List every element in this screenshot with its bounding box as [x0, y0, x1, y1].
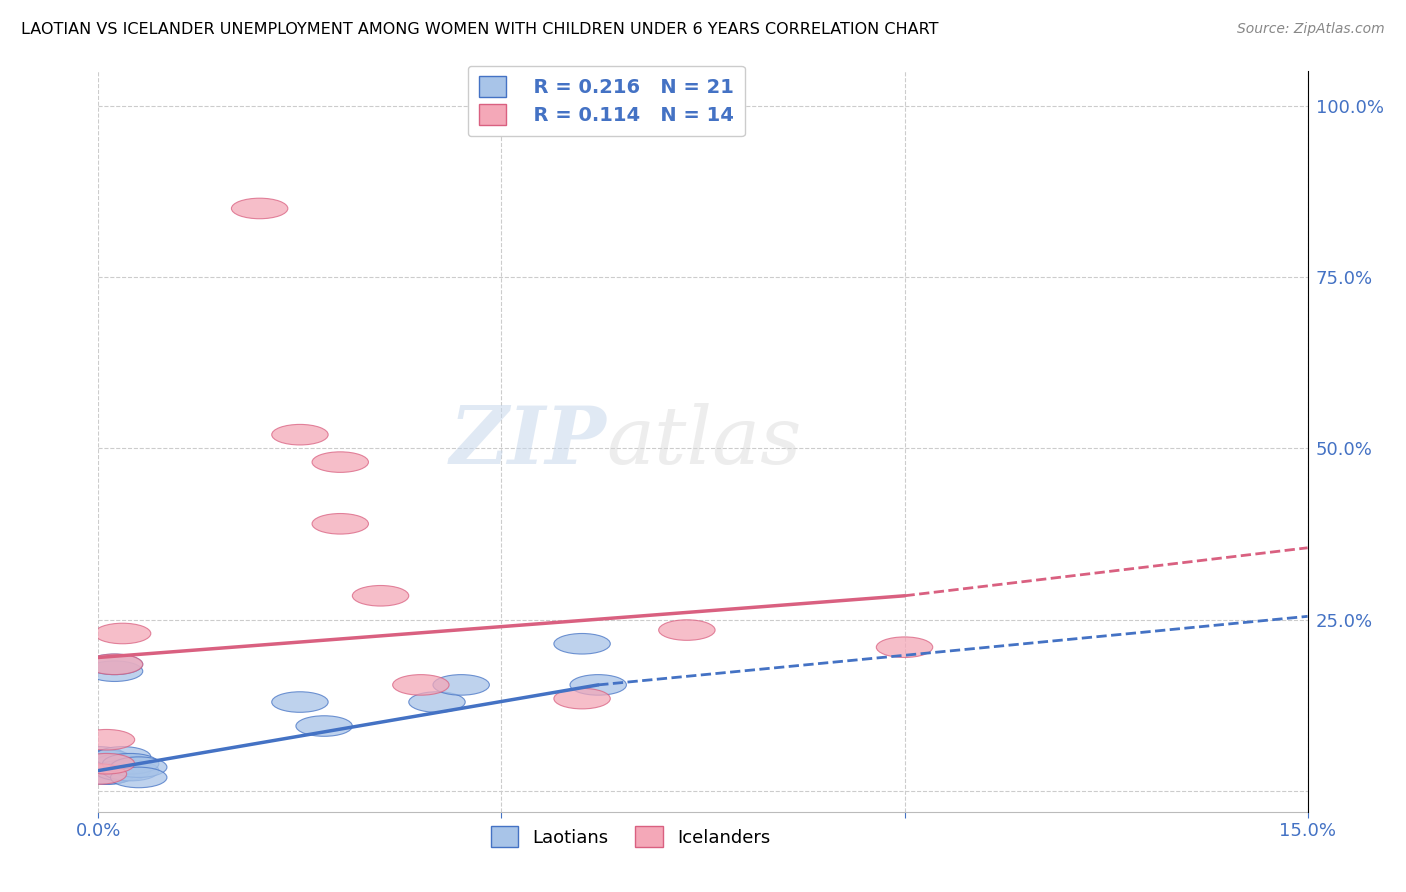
Ellipse shape	[554, 689, 610, 709]
Text: Source: ZipAtlas.com: Source: ZipAtlas.com	[1237, 22, 1385, 37]
Ellipse shape	[86, 654, 143, 674]
Ellipse shape	[569, 674, 627, 695]
Ellipse shape	[70, 747, 127, 767]
Ellipse shape	[103, 754, 159, 774]
Legend: Laotians, Icelanders: Laotians, Icelanders	[484, 819, 778, 855]
Ellipse shape	[79, 754, 135, 774]
Text: ZIP: ZIP	[450, 403, 606, 480]
Ellipse shape	[86, 661, 143, 681]
Ellipse shape	[312, 514, 368, 534]
Ellipse shape	[433, 674, 489, 695]
Ellipse shape	[876, 637, 932, 657]
Ellipse shape	[353, 585, 409, 606]
Ellipse shape	[409, 692, 465, 713]
Ellipse shape	[312, 452, 368, 473]
Ellipse shape	[79, 764, 135, 784]
Ellipse shape	[94, 754, 150, 774]
Ellipse shape	[103, 760, 159, 780]
Ellipse shape	[111, 757, 167, 778]
Ellipse shape	[392, 674, 449, 695]
Ellipse shape	[94, 747, 150, 767]
Ellipse shape	[232, 198, 288, 219]
Ellipse shape	[79, 754, 135, 774]
Ellipse shape	[554, 633, 610, 654]
Ellipse shape	[271, 425, 328, 445]
Ellipse shape	[271, 692, 328, 713]
Ellipse shape	[295, 715, 353, 736]
Ellipse shape	[94, 624, 150, 644]
Ellipse shape	[111, 767, 167, 788]
Ellipse shape	[79, 764, 135, 784]
Ellipse shape	[79, 730, 135, 750]
Text: LAOTIAN VS ICELANDER UNEMPLOYMENT AMONG WOMEN WITH CHILDREN UNDER 6 YEARS CORREL: LAOTIAN VS ICELANDER UNEMPLOYMENT AMONG …	[21, 22, 939, 37]
Ellipse shape	[658, 620, 716, 640]
Ellipse shape	[70, 757, 127, 778]
Ellipse shape	[86, 654, 143, 674]
Ellipse shape	[70, 764, 127, 784]
Ellipse shape	[79, 750, 135, 771]
Ellipse shape	[94, 760, 150, 780]
Text: atlas: atlas	[606, 403, 801, 480]
